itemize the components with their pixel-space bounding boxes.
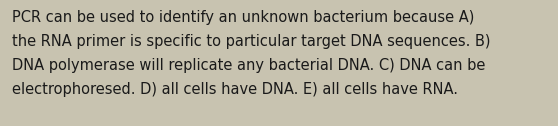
Text: DNA polymerase will replicate any bacterial DNA. C) DNA can be: DNA polymerase will replicate any bacter… — [12, 58, 485, 73]
Text: the RNA primer is specific to particular target DNA sequences. B): the RNA primer is specific to particular… — [12, 34, 490, 49]
Text: PCR can be used to identify an unknown bacterium because A): PCR can be used to identify an unknown b… — [12, 10, 474, 25]
Text: electrophoresed. D) all cells have DNA. E) all cells have RNA.: electrophoresed. D) all cells have DNA. … — [12, 82, 458, 97]
